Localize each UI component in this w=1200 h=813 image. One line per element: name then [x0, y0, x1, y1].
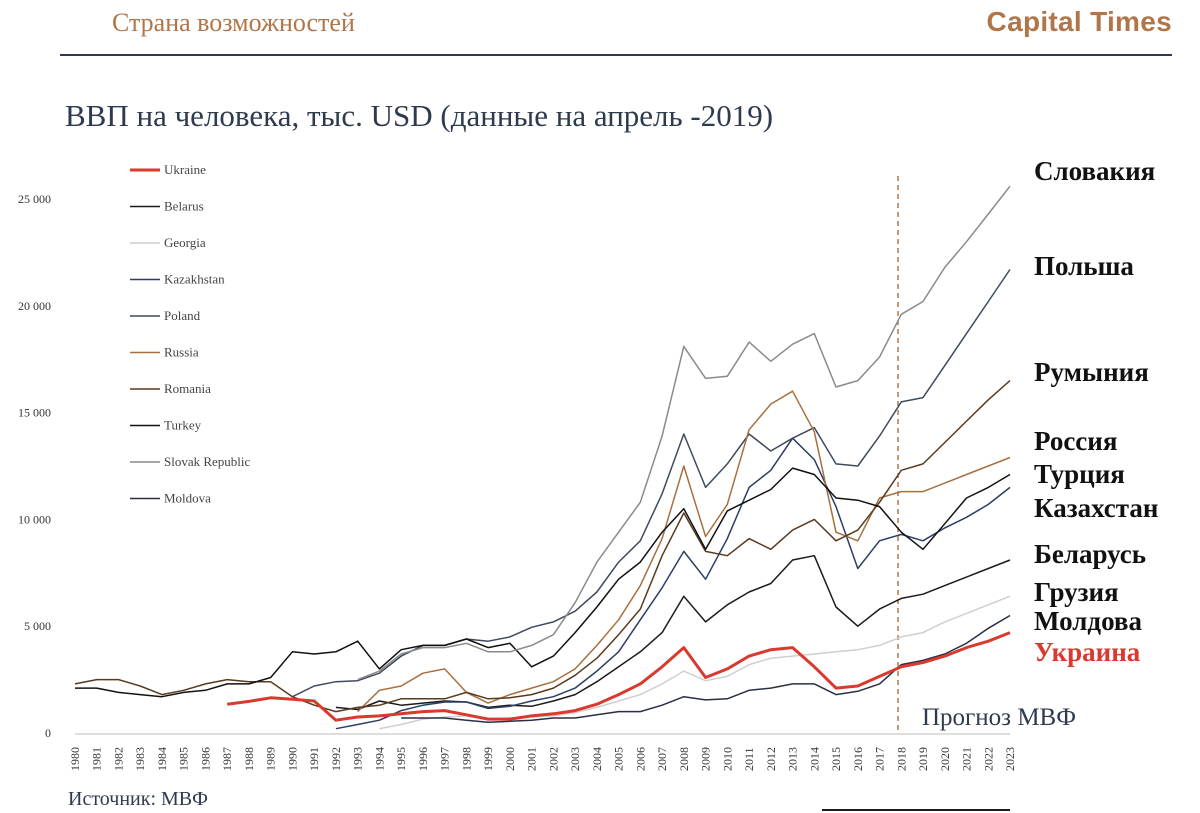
label-georgia: Грузия: [1034, 577, 1119, 607]
legend-label: Slovak Republic: [164, 454, 251, 469]
series-line-ukraine: [227, 631, 1011, 722]
series-line-turkey: [75, 467, 1011, 698]
series-line-poland: [292, 269, 1011, 698]
series-line-romania: [74, 380, 1011, 713]
x-tick-label: 1996: [416, 747, 430, 771]
x-tick-label: 2016: [851, 747, 865, 771]
x-tick-label: 2015: [829, 747, 843, 771]
x-tick-label: 2003: [568, 747, 582, 771]
x-tick-label: 2021: [960, 747, 974, 771]
source-note: Источник: МВФ: [68, 788, 208, 810]
label-slovakia: Словакия: [1034, 156, 1156, 186]
x-tick-label: 2000: [503, 747, 517, 771]
y-tick-label: 5 000: [24, 619, 51, 633]
x-tick-label: 2017: [873, 747, 887, 771]
y-tick-label: 25 000: [18, 192, 51, 206]
x-tick-label: 1994: [372, 747, 386, 771]
x-tick-label: 2020: [938, 747, 952, 771]
x-tick-label: 2004: [590, 747, 604, 771]
x-tick-label: 2013: [786, 747, 800, 771]
y-tick-label: 20 000: [18, 299, 51, 313]
series-line-moldova: [401, 614, 1011, 724]
x-tick-label: 1984: [155, 747, 169, 771]
x-tick-label: 2011: [742, 747, 756, 771]
legend-label: Belarus: [164, 199, 204, 214]
x-tick-label: 2019: [916, 747, 930, 771]
x-tick-label: 2012: [764, 747, 778, 771]
label-romania: Румыния: [1034, 357, 1149, 387]
chart-title: ВВП на человека, тыс. USD (данные на апр…: [65, 98, 774, 133]
label-russia: Россия: [1034, 426, 1118, 456]
x-tick-label: 1989: [264, 747, 278, 771]
label-moldova: Молдова: [1034, 606, 1142, 636]
x-tick-label: 2014: [807, 747, 821, 771]
legend-label: Kazakhstan: [164, 272, 225, 287]
label-ukraine: Украина: [1034, 637, 1141, 667]
label-turkey: Турция: [1034, 459, 1125, 489]
legend-label: Romania: [164, 381, 211, 396]
header-divider: [60, 54, 1172, 56]
forecast-label: Прогноз МВФ: [922, 704, 1076, 731]
x-tick-label: 1999: [481, 747, 495, 771]
x-tick-label: 1990: [285, 747, 299, 771]
x-tick-label: 1983: [133, 747, 147, 771]
y-tick-label: 10 000: [18, 512, 51, 526]
series-line-kazakhstan: [335, 437, 1011, 730]
x-tick-label: 1981: [90, 747, 104, 771]
x-tick-label: 2002: [546, 747, 560, 771]
x-tick-label: 2023: [1003, 747, 1017, 771]
x-tick-label: 1988: [242, 747, 256, 771]
series-line-slovak-republic: [357, 185, 1011, 681]
x-tick-label: 1998: [459, 747, 473, 771]
x-tick-label: 2006: [633, 747, 647, 771]
x-tick-label: 2007: [655, 747, 669, 771]
x-tick-label: 2022: [981, 747, 995, 771]
x-tick-label: 2009: [699, 747, 713, 771]
x-tick-label: 2005: [612, 747, 626, 771]
brand-logo: Capital Times: [986, 6, 1172, 37]
y-tick-label: 15 000: [18, 406, 51, 420]
legend-label: Poland: [164, 308, 201, 323]
x-tick-label: 2018: [894, 747, 908, 771]
x-tick-label: 1991: [307, 747, 321, 771]
label-kazakhstan: Казахстан: [1034, 493, 1159, 523]
legend-label: Georgia: [164, 235, 206, 250]
x-tick-label: 1987: [220, 747, 234, 771]
label-belarus: Беларусь: [1034, 539, 1147, 569]
x-tick-label: 1986: [198, 747, 212, 771]
x-tick-label: 1982: [111, 747, 125, 771]
x-tick-label: 2010: [720, 747, 734, 771]
series-line-belarus: [335, 554, 1011, 711]
y-tick-label: 0: [45, 726, 51, 740]
legend-label: Russia: [164, 345, 199, 360]
x-tick-label: 1985: [177, 747, 191, 771]
x-tick-label: 1997: [438, 747, 452, 771]
legend-label: Turkey: [164, 418, 202, 433]
x-tick-label: 1993: [351, 747, 365, 771]
x-tick-label: 2001: [525, 747, 539, 771]
x-tick-label: 2008: [677, 747, 691, 771]
legend-label: Ukraine: [164, 162, 206, 177]
legend-label: Moldova: [164, 491, 211, 506]
x-tick-label: 1980: [68, 747, 82, 771]
x-tick-label: 1995: [394, 747, 408, 771]
label-poland: Польша: [1034, 251, 1134, 281]
header-subtitle: Страна возможностей: [112, 8, 355, 37]
x-tick-label: 1992: [329, 747, 343, 771]
